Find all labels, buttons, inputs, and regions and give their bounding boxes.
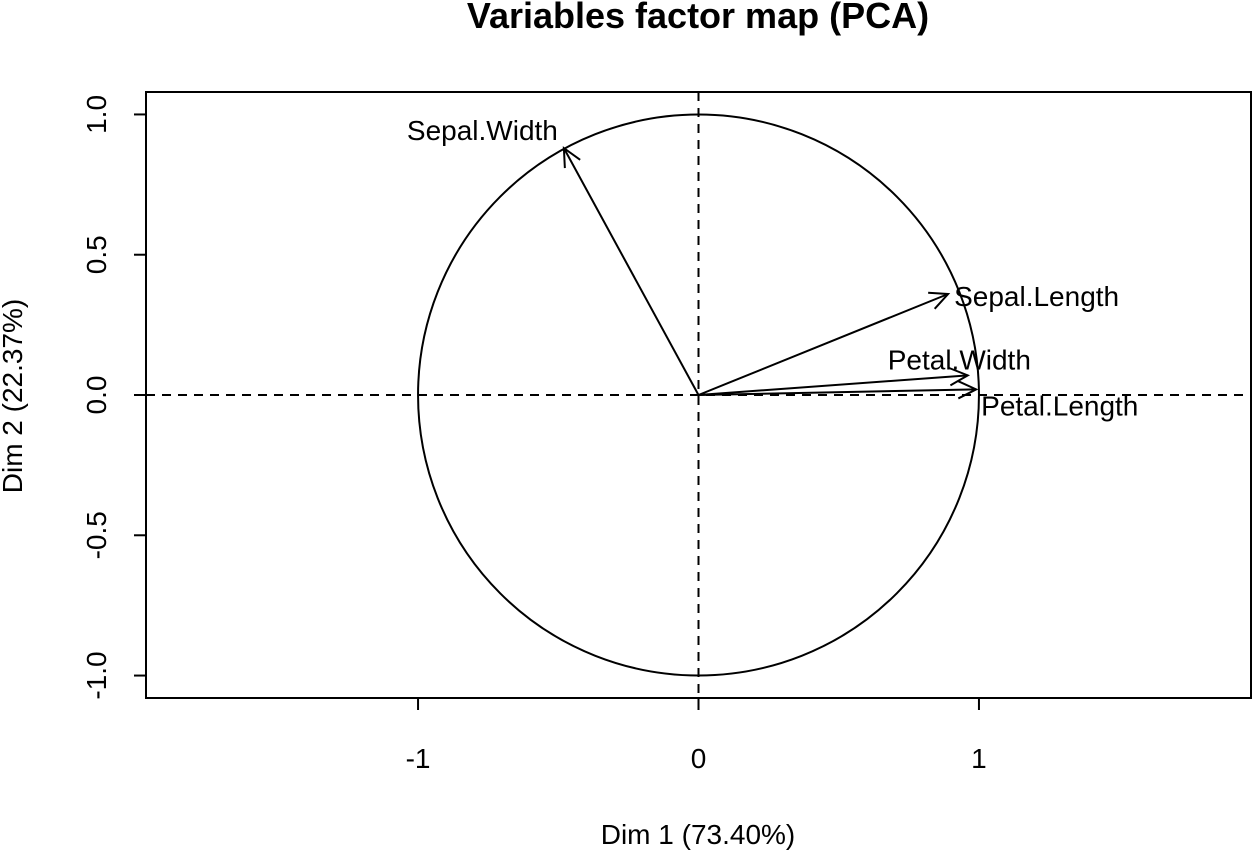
y-tick-label: -1.0 [81, 651, 112, 699]
x-tick-label: 1 [971, 743, 987, 774]
variable-label: Sepal.Width [407, 115, 558, 146]
vector-arrowhead [948, 367, 971, 387]
vector-arrow [698, 388, 977, 396]
y-tick-label: 1.0 [81, 95, 112, 134]
vector-arrow [563, 147, 700, 396]
x-axis-label: Dim 1 (73.40%) [601, 819, 796, 850]
y-tick-label: -0.5 [81, 511, 112, 559]
chart-title: Variables factor map (PCA) [467, 0, 929, 36]
x-tick-label: 0 [691, 743, 707, 774]
vector-arrowhead [928, 291, 951, 310]
variable-label: Petal.Length [981, 390, 1138, 421]
vector-arrow [698, 293, 949, 396]
variable-label: Petal.Width [888, 344, 1031, 375]
y-tick-label: 0.5 [81, 235, 112, 274]
axis-ticks-group: -1 0 1 -1.0 -0.5 0.0 0.5 1.0 [81, 95, 987, 774]
variable-label: Sepal.Length [954, 281, 1119, 312]
y-axis-label: Dim 2 (22.37%) [0, 299, 28, 494]
y-tick-label: 0.0 [81, 376, 112, 415]
x-tick-label: -1 [406, 743, 431, 774]
vector-arrowhead [957, 380, 979, 400]
vector-arrowhead [562, 146, 581, 169]
vector-arrow [698, 374, 968, 396]
variable-vectors: Sepal.Length Sepal.Width Petal.Length Petal… [407, 115, 1138, 421]
unit-circle [417, 113, 980, 677]
